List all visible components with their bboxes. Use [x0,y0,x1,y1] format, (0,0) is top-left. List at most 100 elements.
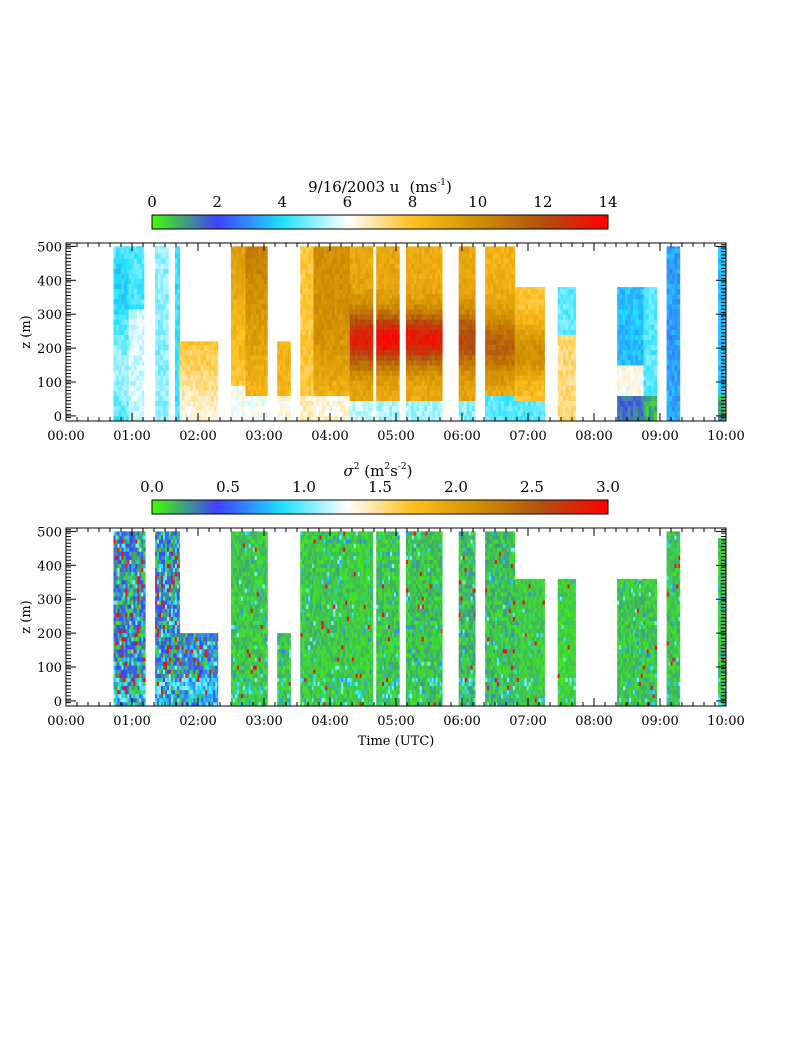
heat-cell [118,349,122,356]
heat-cell [635,370,639,376]
heat-cell [503,268,507,274]
heat-cell [514,324,516,330]
heat-cell [248,248,252,254]
heat-cell [231,339,235,346]
heat-cell [434,359,438,366]
heat-cell [337,268,341,274]
heat-cell [397,273,400,279]
heat-cell [113,375,117,381]
heat-cell [535,385,539,391]
heat-cell [368,344,372,351]
heat-cell [253,395,257,402]
heat-cell [233,410,237,417]
heat-cell [128,390,132,396]
heat-cell [530,395,534,402]
heat-cell [324,339,328,346]
heat-cell [458,395,462,402]
heat-cell [525,375,529,381]
heat-cell [471,365,475,371]
heat-cell [245,370,249,376]
heat-cell [646,410,650,417]
heat-cell [324,365,328,371]
heat-cell [233,293,237,300]
heat-cell [487,298,491,305]
heat-cell [238,349,242,356]
heat-cell [231,380,235,386]
heat-cell [421,268,425,274]
heat-cell [302,339,306,346]
heat-cell [543,359,545,366]
heat-cell [424,359,428,366]
heat-cell [419,253,423,259]
heat-cell [469,283,473,290]
heat-cell [514,354,518,361]
heat-cell [389,354,393,361]
heat-cell [421,248,425,254]
heat-cell [266,339,268,346]
heat-cell [530,293,534,300]
heat-cell [622,329,626,335]
heat-cell [184,354,188,361]
heat-cell [141,283,145,290]
heat-cell [498,344,502,351]
heat-cell [427,370,431,376]
heat-cell [133,354,138,361]
heat-cell [177,405,180,412]
heat-cell [342,400,346,407]
heat-cell [310,380,314,386]
heat-cell [285,349,289,356]
heat-cell [124,410,128,417]
heat-cell [570,375,574,381]
heat-cell [511,288,515,295]
heat-cell [316,334,320,341]
heat-cell [376,354,380,361]
heat-cell [318,324,322,330]
heat-cell [126,258,130,264]
heat-cell [300,273,304,279]
heat-cell [342,273,346,279]
heat-cell [113,365,117,371]
heat-cell [392,319,396,325]
heat-cell [466,283,470,290]
heat-cell [632,349,636,356]
heat-cell [326,405,330,412]
heat-cell [424,268,428,274]
heat-cell [638,395,642,402]
heat-cell [562,329,567,335]
heat-cell [463,309,468,315]
heat-cell [411,359,415,366]
heat-cell [370,375,374,381]
heat-cell [349,258,353,264]
heat-cell [525,329,529,335]
heat-cell [378,390,382,396]
heat-cell [305,334,309,341]
heat-cell [487,319,491,325]
heat-cell [128,380,132,386]
heat-cell [321,246,325,249]
heat-cell [651,287,655,290]
heat-cell [469,400,473,407]
heat-cell [165,390,169,396]
heat-cell [370,273,374,279]
heat-cell [397,359,400,366]
heat-cell [408,273,412,279]
heat-cell [326,415,330,422]
heat-cell [376,309,380,315]
heat-cell [495,248,499,254]
heat-cell [469,410,473,417]
heat-cell [342,339,346,346]
heat-cell [313,354,317,361]
heat-cell [671,344,675,351]
heat-cell [474,380,476,386]
heat-cell [244,400,246,407]
heat-cell [363,370,367,376]
heat-cell [326,370,330,376]
heat-cell [437,314,441,320]
heat-cell [282,410,286,417]
heat-cell [535,293,539,300]
heat-cell [285,375,289,381]
heat-cell [310,253,314,259]
heat-cell [651,329,655,335]
heat-cell [632,354,636,361]
heat-cell [250,283,254,290]
